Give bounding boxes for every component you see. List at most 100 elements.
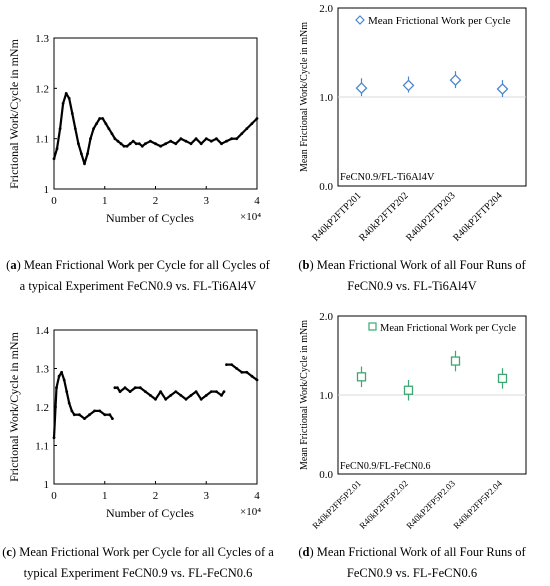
legend-marker bbox=[368, 322, 377, 331]
y-axis-label: Frictional Work/Cycle in mNm bbox=[7, 38, 21, 188]
series-segment bbox=[180, 137, 187, 143]
data-series bbox=[355, 71, 509, 97]
series-segment bbox=[236, 367, 243, 374]
x-tick-label: 2 bbox=[153, 195, 159, 207]
y-tick-label: 1.2 bbox=[35, 402, 49, 414]
y-tick-labels: 1 1.1 1.2 1.3 1.4 bbox=[35, 325, 57, 491]
caption-a: (a) Mean Frictional Work per Cycle for a… bbox=[6, 258, 270, 293]
series-segment bbox=[190, 137, 197, 145]
series-segment bbox=[83, 413, 91, 420]
y-tick-label: 0.0 bbox=[319, 181, 333, 193]
legend-marker bbox=[355, 15, 365, 25]
y-tick-label: 1.0 bbox=[319, 390, 333, 402]
series-segment bbox=[220, 390, 225, 397]
x-tick-label: R40kP2FP5P2.03 bbox=[404, 478, 457, 531]
y-tick-label: 1.3 bbox=[35, 33, 49, 45]
series-segment bbox=[149, 140, 156, 145]
series-segment bbox=[120, 142, 125, 148]
series-segment bbox=[74, 128, 80, 144]
series-segment bbox=[195, 137, 202, 145]
x-tick-label: R40kP2FP5P2.01 bbox=[310, 478, 363, 531]
series-segment bbox=[62, 93, 68, 104]
caption-d: (d) Mean Frictional Work of all Four Run… bbox=[298, 545, 526, 580]
series-segment bbox=[215, 137, 223, 145]
series-segment bbox=[200, 137, 208, 145]
y-tick-label: 2.0 bbox=[319, 3, 333, 15]
y-axis-label: Frictional Work/Cycle in mNm bbox=[7, 331, 21, 481]
x-tick-label: R40kP2FTP202 bbox=[357, 190, 410, 243]
caption-text: Mean Frictional Work per Cycle for all C… bbox=[19, 545, 274, 580]
x-multiplier: ×10⁴ bbox=[240, 506, 261, 518]
chart-d-svg: 0.01.02.0 R40kP2FP5P2.01R40kP2FP5P2.02R4… bbox=[299, 311, 527, 531]
x-multiplier: ×10⁴ bbox=[240, 211, 261, 223]
series-segment bbox=[63, 379, 68, 392]
series-segment bbox=[88, 410, 96, 416]
series-segment bbox=[71, 113, 77, 129]
x-tick-label: 1 bbox=[102, 490, 108, 502]
caption-letter: d bbox=[302, 545, 310, 559]
series-segment bbox=[160, 142, 167, 148]
series-segment bbox=[59, 103, 65, 129]
series-segment bbox=[241, 127, 248, 135]
y-tick-label: 1.2 bbox=[35, 83, 49, 95]
x-tick-labels: R40kP2FTP201R40kP2FTP202R40kP2FTP203R40k… bbox=[310, 190, 504, 243]
data-point bbox=[355, 82, 368, 95]
series-segment bbox=[119, 386, 126, 393]
series-segment bbox=[52, 148, 59, 160]
y-tick-label: 1.3 bbox=[35, 364, 49, 376]
y-tick-label: 1.4 bbox=[35, 325, 49, 337]
x-tick-label: 2 bbox=[153, 490, 159, 502]
x-tick-labels: R40kP2FP5P2.01R40kP2FP5P2.02R40kP2FP5P2.… bbox=[310, 478, 504, 531]
series-segment bbox=[154, 390, 162, 400]
x-tick-label: R40kP2FTP203 bbox=[404, 190, 457, 243]
data-point bbox=[497, 373, 508, 384]
series-segment bbox=[185, 140, 192, 145]
caption-c: (c) Mean Frictional Work per Cycle for a… bbox=[2, 545, 274, 580]
series-segment bbox=[230, 363, 238, 370]
series-segment bbox=[65, 92, 71, 99]
series-segment bbox=[138, 142, 144, 148]
x-tick-labels: 0 1 2 3 4 bbox=[51, 186, 260, 207]
x-tick-label: R40kP2FTP204 bbox=[451, 190, 504, 243]
series-segment bbox=[139, 386, 147, 393]
series-segment bbox=[132, 140, 137, 145]
series-segment bbox=[126, 142, 131, 148]
series-segment bbox=[165, 140, 172, 145]
y-tick-label: 2.0 bbox=[319, 311, 333, 323]
series-segment bbox=[117, 140, 122, 145]
y-tick-label: 1.1 bbox=[35, 134, 49, 146]
data-series bbox=[52, 363, 259, 440]
series-segment bbox=[55, 128, 62, 149]
caption-text: Mean Frictional Work of all Four Runs of… bbox=[316, 545, 526, 580]
series-segment bbox=[251, 375, 258, 381]
series-segment bbox=[65, 391, 71, 404]
series-segment bbox=[226, 137, 233, 143]
x-tick-label: R40kP2FTP201 bbox=[310, 190, 363, 243]
series-segment bbox=[108, 414, 114, 420]
series-segment bbox=[95, 117, 101, 125]
caption-letter: a bbox=[10, 258, 17, 272]
caption-letter: c bbox=[6, 545, 12, 559]
y-axis-label: Mean Frictional Work/Cycle in mNm bbox=[299, 22, 310, 172]
series-segment bbox=[77, 143, 83, 155]
series-segment bbox=[129, 140, 134, 145]
series-segment bbox=[141, 142, 147, 148]
series-segment bbox=[70, 410, 76, 416]
series-segment bbox=[101, 117, 107, 125]
series-segment bbox=[195, 390, 203, 400]
y-tick-labels: 1 1.1 1.2 1.3 bbox=[35, 33, 57, 196]
y-tick-label: 1.0 bbox=[319, 92, 333, 104]
data-point bbox=[450, 356, 461, 366]
x-tick-label: 3 bbox=[204, 195, 210, 207]
series-segment bbox=[104, 123, 110, 130]
plot-frame bbox=[53, 329, 258, 485]
caption-text: Mean Frictional Work per Cycle for all C… bbox=[19, 258, 270, 293]
plot-frame bbox=[53, 37, 258, 190]
series-segment bbox=[170, 390, 177, 397]
data-point bbox=[449, 74, 462, 87]
y-tick-label: 1.1 bbox=[35, 441, 49, 453]
